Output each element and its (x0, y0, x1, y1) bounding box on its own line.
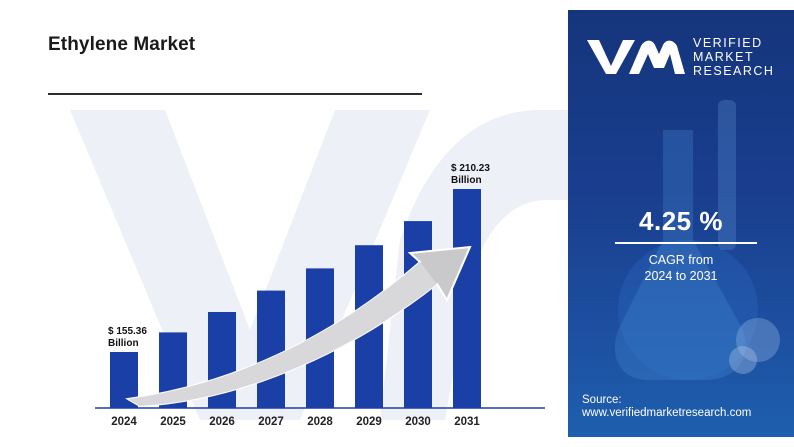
x-tick-label-2030: 2030 (405, 416, 431, 428)
brand-line-1: VERIFIED (693, 36, 763, 50)
x-tick-label-2024: 2024 (111, 416, 137, 428)
brand-line-2: MARKET (693, 50, 755, 64)
cagr-label-line-2: 2024 to 2031 (644, 269, 718, 283)
bar-2031 (453, 189, 481, 408)
lab-glassware-illustration (614, 100, 780, 380)
data-label-2024: $ 155.36 Billion (108, 326, 147, 349)
vmr-logo-icon (587, 40, 685, 74)
chart-panel: Ethylene Market 2024 2025 2026 2027 2028 2029… (48, 34, 568, 428)
x-tick-label-2027: 2027 (258, 416, 284, 428)
x-tick-label-2028: 2028 (307, 416, 333, 428)
brand-name: VERIFIED MARKET RESEARCH (693, 36, 774, 78)
bar-2030 (404, 221, 432, 408)
source-note: Source: www.verifiedmarketresearch.com (582, 394, 751, 420)
x-tick-label-2031: 2031 (454, 416, 480, 428)
title-divider (48, 93, 422, 95)
source-label: Source: (582, 394, 622, 406)
bar-2027 (257, 290, 285, 408)
cagr-value: 4.25 % (639, 206, 723, 236)
source-url[interactable]: www.verifiedmarketresearch.com (582, 407, 752, 419)
chart-title: Ethylene Market (48, 34, 196, 55)
growth-arrow (124, 245, 472, 408)
cagr-label-line-1: CAGR from (648, 253, 714, 267)
x-tick-label-2029: 2029 (356, 416, 382, 428)
summary-panel: VERIFIED MARKET RESEARCH 4.25 % CAGR fro… (568, 10, 794, 437)
brand-line-3: RESEARCH (693, 64, 775, 78)
cagr-label: CAGR from 2024 to 2031 (568, 252, 794, 284)
data-label-2031: $ 210.23 Billion (451, 163, 490, 186)
brand-logo: VERIFIED MARKET RESEARCH (585, 34, 785, 88)
x-tick-label-2026: 2026 (209, 416, 235, 428)
bar-chart: 2024 2025 2026 2027 2028 2029 2030 2031 $ 155.3… (95, 163, 545, 428)
cagr-divider (615, 242, 757, 244)
x-tick-label-2025: 2025 (160, 416, 186, 428)
